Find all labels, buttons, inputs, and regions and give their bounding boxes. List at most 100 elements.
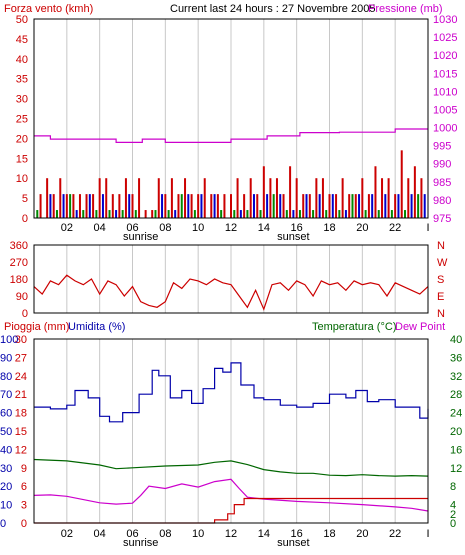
- wind-bar: [95, 210, 98, 218]
- wind-bar: [279, 194, 282, 218]
- x-tick-label: 16: [291, 528, 303, 540]
- wind-bar: [105, 178, 108, 218]
- wind-bar: [65, 194, 68, 218]
- humidity-y-tick-label: 40: [0, 444, 12, 456]
- pressure-y-tick-label: 1005: [433, 104, 457, 116]
- pressure-axis-title: Pressione (mb): [368, 3, 443, 15]
- wind-bar: [85, 194, 88, 218]
- wind-bar: [338, 210, 341, 218]
- wind-bar: [167, 210, 170, 218]
- wind-bar: [118, 194, 121, 218]
- wind-y-tick-label: 15: [16, 153, 28, 165]
- humidity-axis-title: Umidita (%): [68, 321, 125, 333]
- wind-bar: [335, 194, 338, 218]
- wind-bar: [101, 194, 104, 218]
- wind-bar: [164, 194, 167, 218]
- x-tick-label: 02: [61, 528, 73, 540]
- x-tick-label: 04: [94, 222, 106, 234]
- humidity-line: [34, 362, 429, 423]
- wind-bar: [177, 194, 180, 218]
- sunrise-marker: sunrise: [123, 231, 158, 243]
- wind-bar: [390, 210, 393, 218]
- wind-bar: [82, 210, 85, 218]
- wind-bar: [213, 194, 216, 218]
- wind-bar: [190, 194, 193, 218]
- wind-bar: [36, 210, 39, 218]
- sunset-marker: sunset: [277, 537, 309, 549]
- pressure-y-tick-label: 990: [433, 159, 451, 171]
- wind-bar: [266, 194, 269, 218]
- chart-title: Current last 24 hours : 27 Novembre 2005: [170, 3, 375, 15]
- temperature-y-tick-label: 32: [450, 371, 462, 383]
- wind-bar: [305, 194, 308, 218]
- wind-bar: [272, 194, 275, 218]
- rain-y-tick-label: 24: [15, 371, 27, 383]
- temperature-axis-title: Temperatura (°C): [312, 321, 396, 333]
- temperature-y-tick-label: 4: [450, 500, 456, 512]
- compass-label: W: [437, 257, 448, 269]
- wind-bar: [312, 210, 315, 218]
- pressure-y-tick-label: 1020: [433, 50, 457, 62]
- wind-bar: [256, 194, 259, 218]
- wind-bar: [285, 210, 288, 218]
- x-tick-label: 18: [323, 528, 335, 540]
- wind-bar: [69, 194, 72, 218]
- wind-bar: [52, 194, 55, 218]
- pressure-y-tick-label: 1010: [433, 86, 457, 98]
- pressure-y-tick-label: 995: [433, 141, 451, 153]
- wind-bar: [184, 178, 187, 218]
- wind-y-tick-label: 10: [16, 173, 28, 185]
- pressure-y-tick-label: 1015: [433, 68, 457, 80]
- wind-bar: [124, 178, 127, 218]
- wind-y-tick-label: 25: [16, 114, 28, 126]
- rain-y-tick-label: 18: [15, 408, 27, 420]
- x-tick-label: 02: [61, 222, 73, 234]
- wind-bar: [308, 194, 311, 218]
- wind-bar: [348, 194, 351, 218]
- wind-y-tick-label: 0: [22, 213, 28, 225]
- direction-y-tick-label: 270: [10, 257, 28, 269]
- wind-bar: [289, 166, 292, 218]
- compass-label: S: [437, 274, 444, 286]
- x-tick-label: 22: [389, 528, 401, 540]
- wind-bar: [72, 194, 75, 218]
- wind-bar: [358, 194, 361, 218]
- x-tick-label: 10: [192, 222, 204, 234]
- wind-direction-line: [33, 274, 429, 311]
- humidity-y-tick-label: 50: [0, 426, 12, 438]
- wind-bar: [151, 210, 154, 218]
- wind-bar: [315, 178, 318, 218]
- wind-bar: [220, 210, 223, 218]
- wind-bar: [407, 178, 410, 218]
- x-tick-label: 16: [291, 222, 303, 234]
- temperature-y-tick-label: 20: [450, 426, 462, 438]
- rain-y-tick-label: 21: [15, 389, 27, 401]
- pressure-y-tick-label: 985: [433, 177, 451, 189]
- pressure-y-tick-label: 1025: [433, 32, 457, 44]
- compass-label: N: [437, 308, 445, 320]
- wind-bar: [98, 178, 101, 218]
- wind-bar: [131, 194, 134, 218]
- wind-bar: [364, 210, 367, 218]
- sunset-marker: sunset: [277, 231, 309, 243]
- pressure-y-tick-label: 1030: [433, 14, 457, 26]
- wind-bar: [239, 210, 242, 218]
- wind-y-tick-label: 5: [22, 193, 28, 205]
- wind-bar: [321, 178, 324, 218]
- wind-bar: [108, 210, 111, 218]
- wind-bar: [361, 178, 364, 218]
- wind-y-tick-label: 30: [16, 94, 28, 106]
- x-tick-label: 08: [159, 222, 171, 234]
- compass-label: E: [437, 291, 444, 303]
- plot-frame: [33, 338, 429, 524]
- direction-y-tick-label: 180: [10, 274, 28, 286]
- x-tick-label: 06: [126, 528, 138, 540]
- temperature-y-tick-label: 2: [450, 509, 456, 521]
- temperature-y-tick-label: 8: [450, 481, 456, 493]
- wind-bar: [341, 178, 344, 218]
- wind-bar: [282, 194, 285, 218]
- x-tick-label: 06: [126, 222, 138, 234]
- wind-bar: [410, 194, 413, 218]
- wind-bar: [328, 194, 331, 218]
